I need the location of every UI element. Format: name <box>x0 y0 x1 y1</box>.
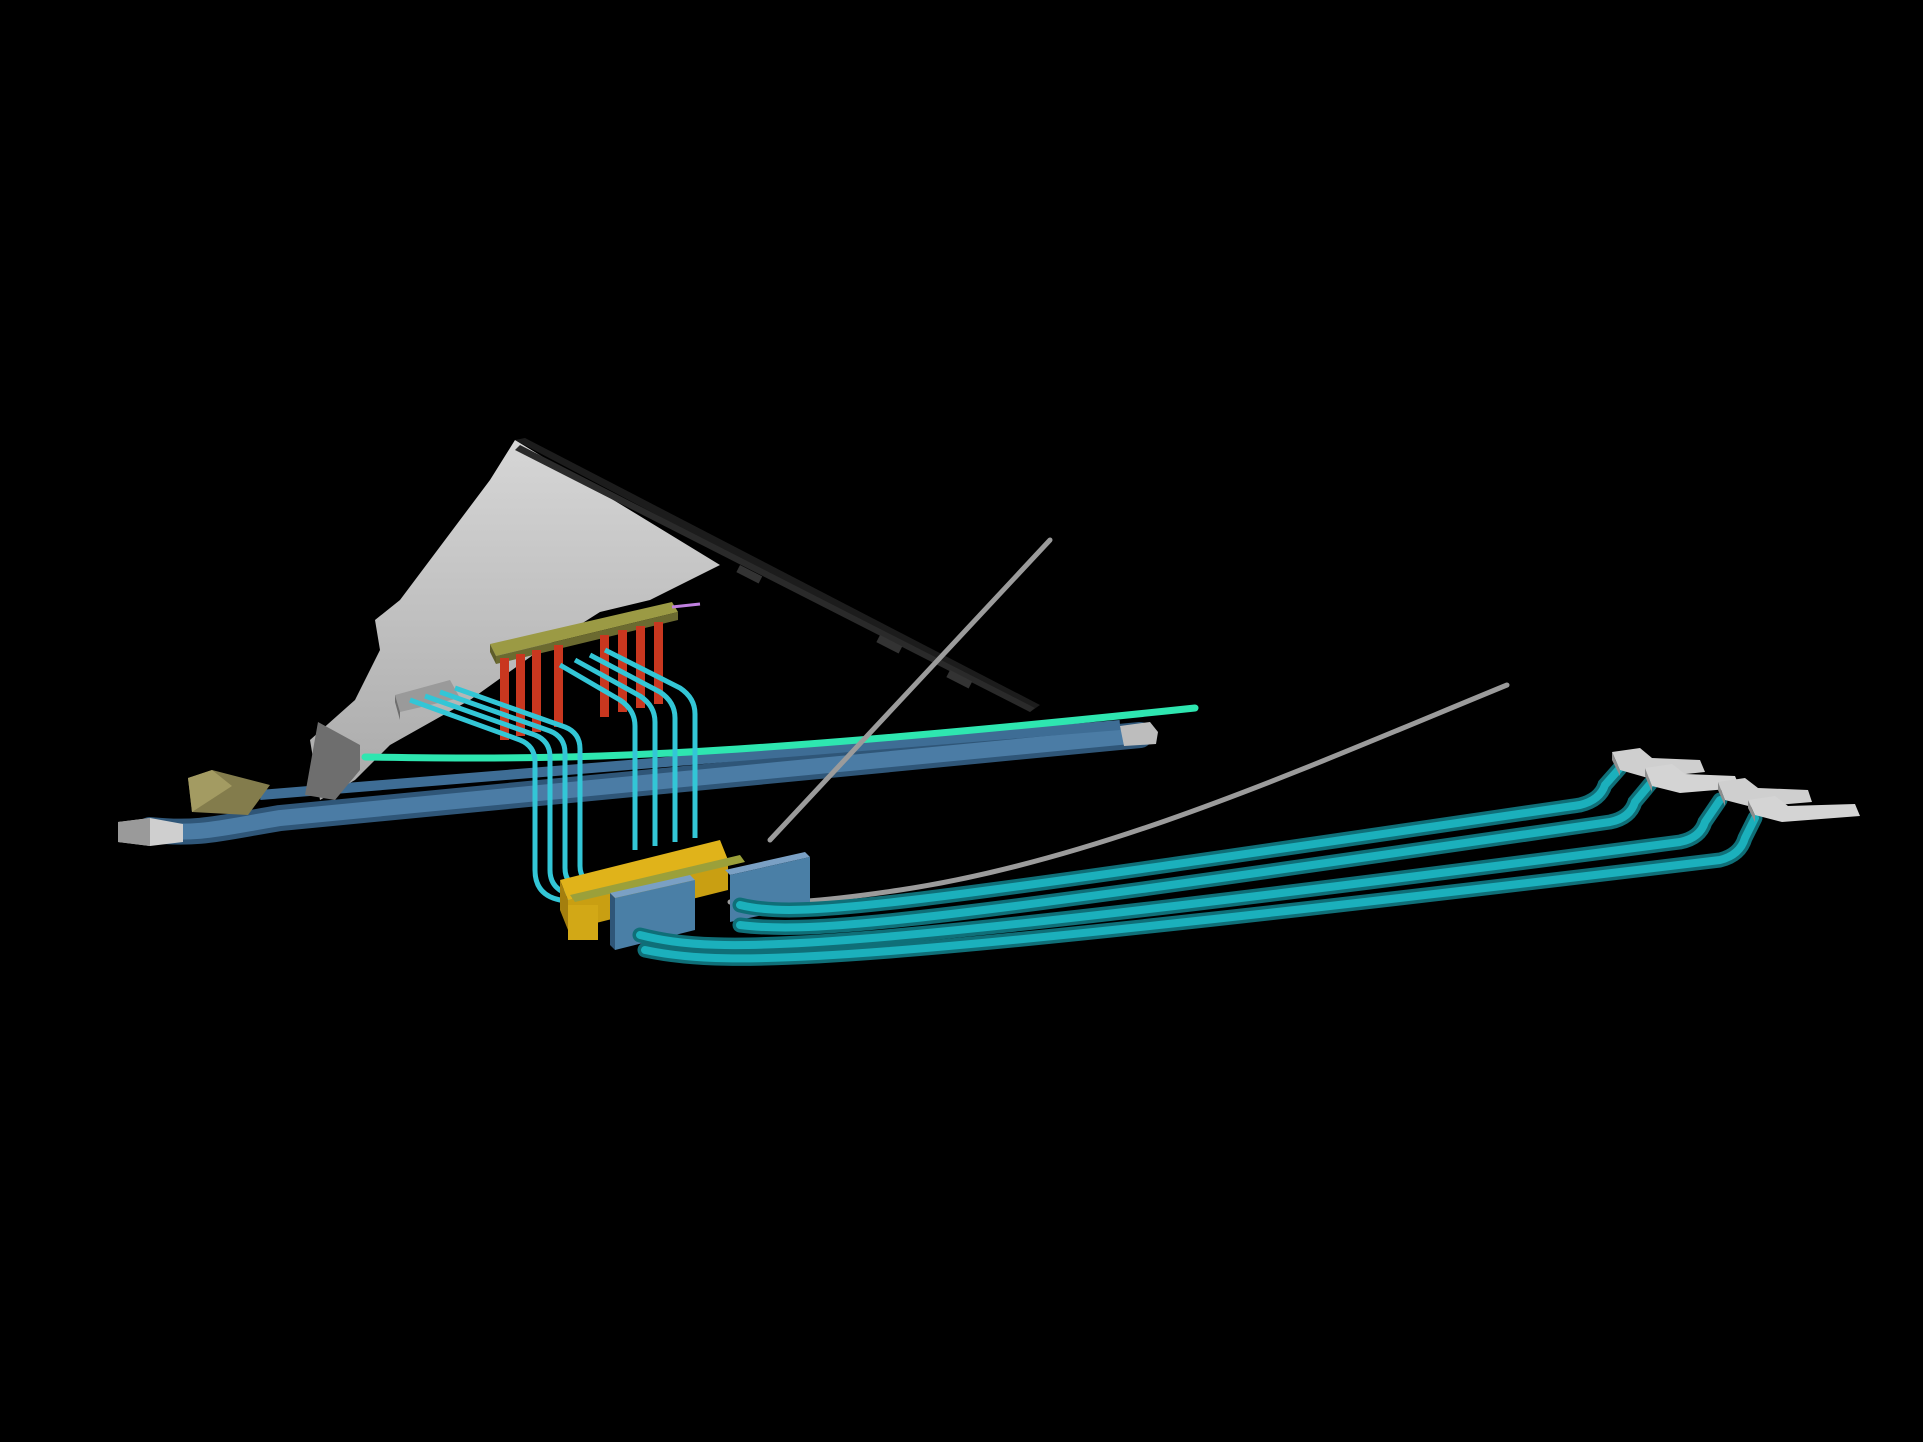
access-tunnel-grey <box>767 537 1053 843</box>
left-bank-block <box>188 770 270 815</box>
outlet-portal <box>1748 796 1860 822</box>
dam-structure <box>305 438 1040 800</box>
dam-toe-shadow <box>305 722 360 800</box>
penstock-shaft <box>532 650 541 732</box>
tailrace-tunnels <box>632 760 1763 966</box>
diversion-tunnel-upstream-portal <box>118 818 183 846</box>
outlet-portal <box>1645 764 1740 793</box>
penstock-tunnel <box>603 647 698 838</box>
tailrace-tunnel <box>637 810 1763 966</box>
intake-gallery <box>490 602 701 664</box>
tailrace-tunnel <box>732 776 1658 936</box>
diversion-tunnel-downstream-portal <box>1120 722 1158 746</box>
penstock-shaft <box>516 654 525 736</box>
penstock-tunnel <box>588 652 678 842</box>
penstock-tunnel <box>573 657 658 846</box>
outlet-portals <box>1612 748 1860 822</box>
dam-upstream-face <box>310 440 720 800</box>
penstock-tunnel <box>409 697 601 908</box>
tailrace-tunnel <box>632 792 1728 953</box>
outlet-portal <box>1612 748 1705 778</box>
penstock-shaft <box>500 658 509 740</box>
dam-crest-edge <box>515 438 1040 712</box>
penstock-shaft <box>554 645 563 727</box>
outlet-portal <box>1718 778 1812 807</box>
access-tunnel <box>361 704 1199 762</box>
penstock-tunnel <box>558 662 638 850</box>
tailrace-tunnel <box>732 760 1628 918</box>
penstock-shaft <box>654 622 663 704</box>
